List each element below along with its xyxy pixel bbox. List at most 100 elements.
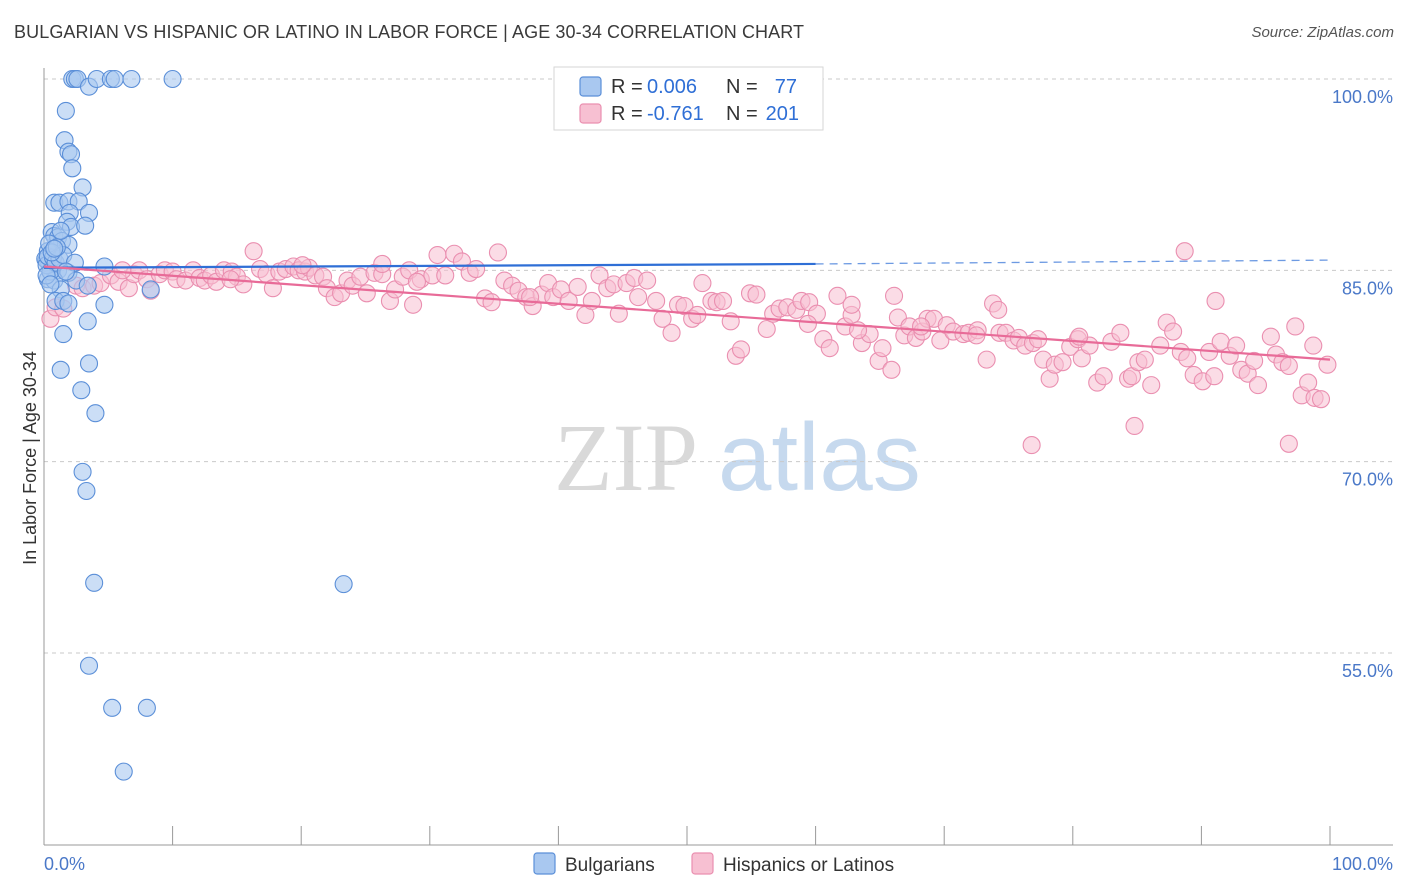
bottom-legend-hispanics: Hispanics or Latinos (723, 855, 894, 876)
legend-n-label-1: N = (726, 76, 758, 98)
bulgarian-point (77, 481, 96, 501)
hispanic-point (1286, 317, 1305, 336)
watermark-zip: ZIP (554, 404, 698, 511)
hispanic-point (873, 339, 892, 358)
bulgarian-point (95, 295, 114, 314)
bulgarian-point (122, 69, 141, 89)
bulgarian-point (72, 381, 91, 400)
hispanic-point (293, 256, 312, 275)
hispanic-point (357, 284, 376, 303)
bottom-legend-swatch-bulgarians (533, 852, 556, 875)
bulgarian-point (114, 762, 133, 781)
hispanic-point (731, 340, 751, 359)
legend-n-value-2: 201 (766, 103, 799, 125)
bulgarian-point (334, 575, 353, 594)
y-axis-title: In Labor Force | Age 30-34 (20, 351, 40, 565)
hispanic-point (1151, 336, 1170, 355)
hispanic-point (1053, 353, 1072, 372)
hispanic-point (482, 293, 501, 312)
bulgarians-trend-extension (815, 259, 1331, 265)
legend-swatch-bulgarians (579, 76, 602, 97)
legend: R = 0.006 N = 77 R = -0.761 N = 201 (553, 66, 824, 131)
hispanic-point (662, 323, 681, 342)
bulgarian-point (73, 462, 92, 481)
legend-r-value-2: -0.761 (647, 103, 704, 125)
hispanic-point (1175, 242, 1194, 261)
hispanics-trend-line (43, 265, 1331, 361)
bulgarian-point (78, 312, 97, 331)
legend-r-label-2: R = (611, 103, 643, 125)
hispanic-point (912, 317, 931, 336)
legend-r-value-1: 0.006 (647, 76, 697, 98)
y-tick-label-3: 55.0% (1342, 661, 1393, 681)
bulgarian-point (163, 69, 182, 89)
hispanic-point (1164, 322, 1183, 341)
hispanic-point (407, 272, 426, 291)
hispanic-point (828, 286, 847, 305)
bulgarian-point (85, 573, 104, 592)
watermark: ZIP atlas (554, 404, 921, 511)
hispanic-point (1245, 351, 1264, 370)
hispanic-point (798, 314, 817, 333)
bulgarian-point (86, 404, 105, 423)
hispanic-point (1227, 336, 1246, 355)
hispanic-point (1299, 373, 1318, 392)
hispanic-point (1304, 336, 1323, 355)
y-tick-label-1: 85.0% (1342, 278, 1393, 298)
hispanic-point (693, 274, 712, 293)
hispanic-point (1248, 376, 1268, 395)
hispanic-point (757, 319, 776, 339)
bulgarian-point (41, 275, 60, 294)
x-tick-labels: 0.0% 100.0% (44, 854, 1393, 874)
hispanic-point (1205, 367, 1224, 386)
legend-n-value-1: 77 (775, 76, 797, 98)
trend-lines (43, 259, 1331, 361)
hispanic-point (1318, 355, 1337, 374)
hispanic-point (1261, 327, 1280, 346)
hispanic-point (404, 295, 423, 314)
hispanic-point (113, 261, 132, 280)
bulgarian-point (56, 262, 75, 281)
hispanic-point (1111, 323, 1130, 342)
hispanic-point (884, 286, 904, 305)
hispanic-point (428, 245, 447, 265)
bulgarian-point (79, 354, 99, 373)
chart-source: Source: ZipAtlas.com (1251, 24, 1394, 41)
hispanic-point (568, 277, 587, 296)
hispanic-point (488, 243, 508, 262)
y-tick-label-0: 100.0% (1332, 87, 1393, 107)
axes (43, 68, 1393, 846)
hispanic-point (842, 295, 861, 314)
legend-n-label-2: N = (726, 103, 758, 125)
hispanic-point (1206, 291, 1225, 310)
bulgarian-point (105, 69, 124, 89)
hispanic-point (977, 350, 996, 369)
hispanic-point (989, 300, 1008, 319)
watermark-atlas: atlas (718, 404, 921, 511)
hispanic-point (820, 339, 839, 358)
hispanic-point (647, 291, 666, 310)
hispanic-point (1142, 376, 1161, 395)
bulgarians-trend-line (43, 262, 816, 269)
bulgarian-point (45, 239, 64, 258)
bulgarian-point (51, 360, 70, 379)
hispanic-point (747, 285, 766, 304)
bulgarian-point (103, 698, 122, 717)
bulgarian-point (79, 656, 99, 675)
y-tick-label-2: 70.0% (1342, 470, 1393, 490)
hispanic-point (1311, 390, 1331, 409)
bottom-legend-swatch-hispanics (691, 852, 714, 875)
hispanic-point (1125, 416, 1144, 436)
hispanic-point (373, 254, 392, 274)
bulgarian-point (76, 216, 95, 235)
bulgarian-point (51, 221, 70, 240)
bottom-legend-bulgarians: Bulgarians (565, 855, 655, 876)
series-bulgarians-points (36, 69, 353, 781)
bulgarian-point (63, 159, 82, 178)
y-tick-labels: 100.0% 85.0% 70.0% 55.0% (1332, 87, 1393, 681)
legend-r-label-1: R = (611, 76, 643, 98)
x-tick-label-0: 0.0% (44, 854, 85, 874)
hispanic-point (436, 266, 455, 285)
hispanic-point (1178, 349, 1197, 368)
